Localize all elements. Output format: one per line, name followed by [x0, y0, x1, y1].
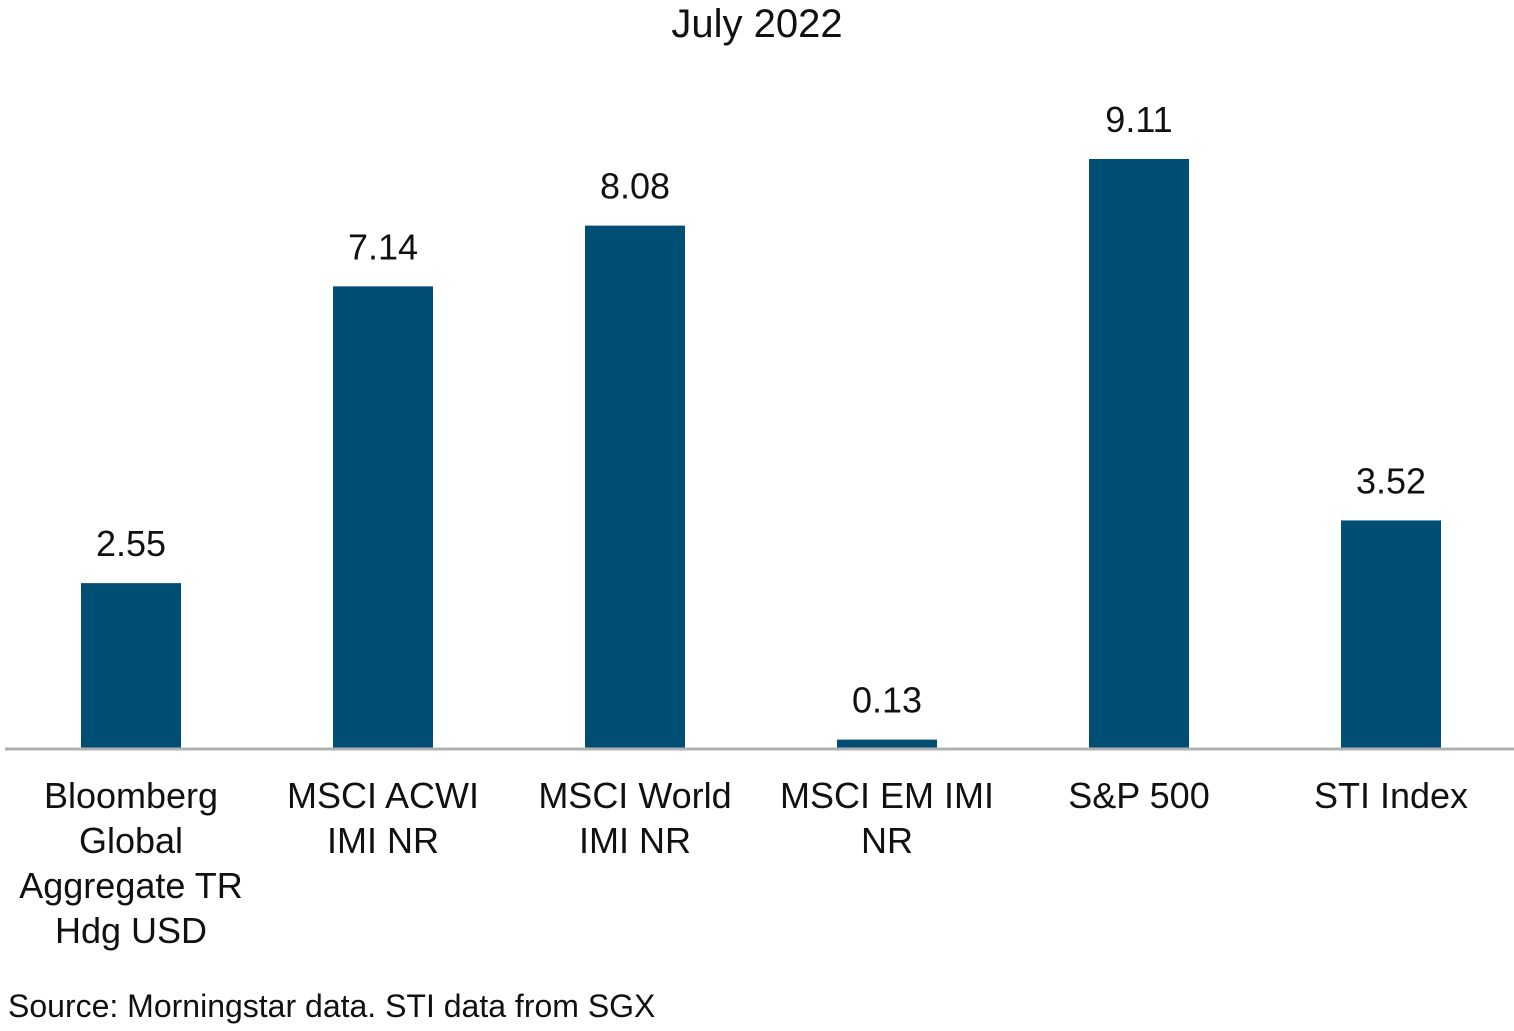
bar	[333, 286, 433, 748]
category-label: STI Index	[1313, 775, 1469, 816]
bar-value-label: 3.52	[1356, 460, 1426, 501]
bar-value-label: 8.08	[600, 166, 670, 207]
bar-value-label: 0.13	[852, 680, 922, 721]
bar-value-label: 7.14	[348, 226, 418, 267]
bar	[585, 225, 685, 748]
category-label: MSCI World IMI NR	[538, 775, 732, 861]
category-label: MSCI EM IMI NR	[780, 775, 994, 861]
category-label: S&P 500	[1068, 775, 1210, 816]
bar	[837, 739, 937, 748]
bar	[81, 583, 181, 748]
bar	[1341, 520, 1441, 748]
bar	[1089, 159, 1189, 748]
bar-value-label: 9.11	[1105, 99, 1172, 140]
chart-title: July 2022	[671, 2, 843, 46]
category-label: Bloomberg Global Aggregate TR Hdg USD	[19, 775, 243, 951]
bar-value-label: 2.55	[96, 523, 166, 564]
bars-group	[81, 159, 1441, 748]
source-note: Source: Morningstar data. STI data from …	[8, 988, 656, 1024]
category-label: MSCI ACWI IMI NR	[286, 775, 479, 861]
value-labels-group: 2.55 7.14 8.08 0.13 9.11 3.52	[96, 99, 1426, 721]
